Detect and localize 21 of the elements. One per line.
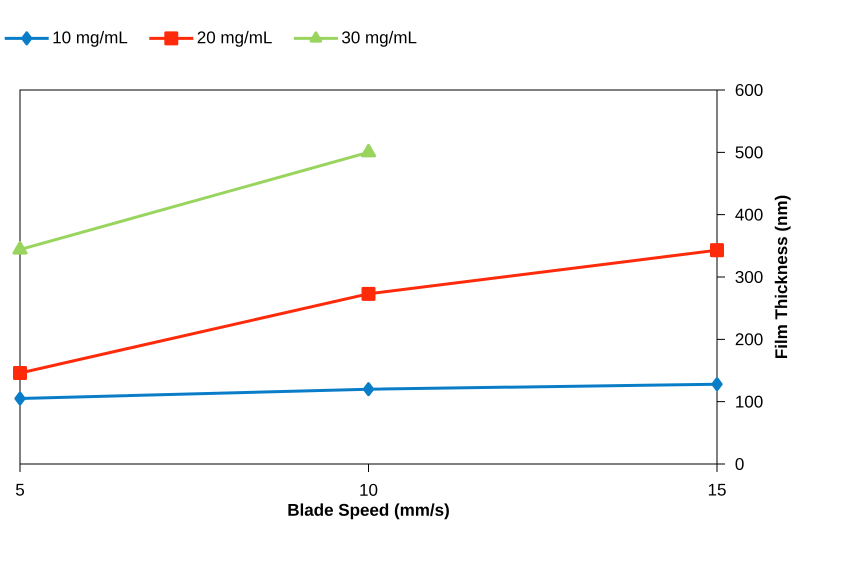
x-axis-title: Blade Speed (mm/s) (288, 503, 449, 520)
y-tick-label: 400 (735, 208, 763, 221)
y-tick-label: 100 (736, 396, 763, 408)
point (710, 243, 724, 258)
point (362, 382, 374, 396)
x-tick-label: 10 (360, 484, 378, 496)
y-tick-label: 200 (736, 333, 763, 346)
legend-label: 10 mg/mL (54, 30, 128, 47)
point (14, 392, 26, 406)
x-tick-label: 15 (708, 484, 726, 496)
x-tick-label: 5 (16, 484, 24, 496)
legend-label: 20 mg/mL (198, 30, 272, 47)
y-axis-title: Film Thickness (nm) (774, 196, 791, 358)
point (13, 366, 28, 380)
y-tick-label: 500 (736, 146, 763, 158)
y-tick-label: 300 (736, 270, 763, 284)
point (362, 286, 376, 301)
y-tick-label: 600 (736, 84, 763, 96)
legend-label: 30 mg/mL (342, 30, 416, 47)
y-tick-label: 0 (736, 458, 744, 470)
point (711, 377, 723, 392)
